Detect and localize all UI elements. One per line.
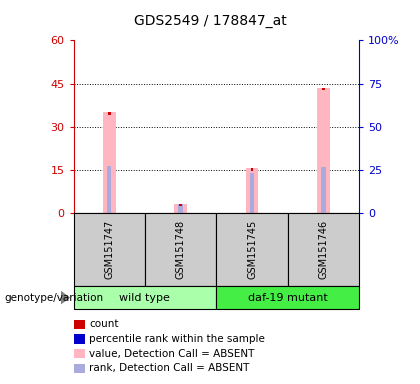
Text: GSM151745: GSM151745 xyxy=(247,220,257,279)
Text: daf-19 mutant: daf-19 mutant xyxy=(248,293,328,303)
Bar xyxy=(251,169,253,171)
Bar xyxy=(321,167,326,213)
Bar xyxy=(179,204,182,206)
Bar xyxy=(103,112,116,213)
Text: genotype/variation: genotype/variation xyxy=(4,293,103,303)
Bar xyxy=(322,88,325,90)
Bar xyxy=(250,174,254,213)
Text: count: count xyxy=(89,319,119,329)
Text: GDS2549 / 178847_at: GDS2549 / 178847_at xyxy=(134,14,286,28)
Text: percentile rank within the sample: percentile rank within the sample xyxy=(89,334,265,344)
Bar xyxy=(246,169,258,213)
Text: GSM151747: GSM151747 xyxy=(104,220,114,279)
Text: GSM151748: GSM151748 xyxy=(176,220,186,279)
Bar xyxy=(108,112,110,114)
Text: GSM151746: GSM151746 xyxy=(318,220,328,279)
Text: value, Detection Call = ABSENT: value, Detection Call = ABSENT xyxy=(89,349,255,359)
Text: rank, Detection Call = ABSENT: rank, Detection Call = ABSENT xyxy=(89,363,250,373)
Polygon shape xyxy=(61,291,70,305)
Bar xyxy=(317,88,330,213)
Bar xyxy=(174,204,187,213)
Bar xyxy=(107,166,111,213)
Bar xyxy=(178,205,183,213)
Text: wild type: wild type xyxy=(119,293,171,303)
